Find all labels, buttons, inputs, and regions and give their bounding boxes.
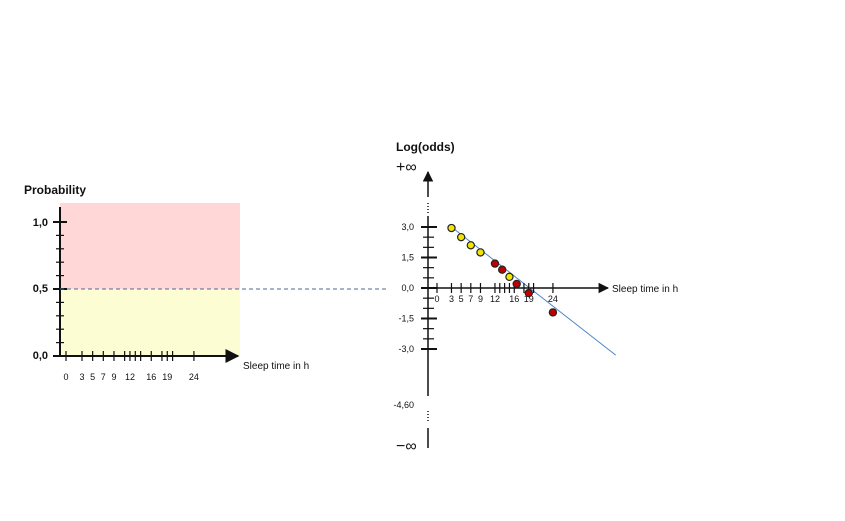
data-point-red	[498, 265, 507, 274]
right-x-tick-label: 16	[509, 294, 519, 304]
probability-chart: Probability Sleep time in h 1,0 0,5 0,0 …	[24, 183, 309, 382]
log-odds-tick-labels: 3,0 1,5 0,0 -1,5 -3,0 -4,60	[393, 222, 414, 410]
data-point-red	[490, 259, 500, 268]
data-point-red	[524, 288, 533, 298]
upper-probability-region	[60, 203, 240, 289]
right-x-tick-label: 19	[524, 294, 534, 304]
log-odds-tick-label: -1,5	[398, 314, 414, 324]
x-tick-label: 3	[79, 372, 84, 382]
right-x-tick-labels: 0 3 5 7 9 12 16 19 24	[434, 294, 557, 304]
plus-infinity-label: +∞	[396, 159, 417, 176]
right-x-tick-label: 5	[459, 294, 464, 304]
left-x-tick-labels: 0 3 5 7 9 12 16 19 24	[63, 372, 198, 382]
right-x-tick-label: 3	[449, 294, 454, 304]
y-tick-label-0-5: 0,5	[33, 283, 48, 295]
data-point-yellow	[456, 232, 466, 242]
data-point-yellow	[476, 248, 485, 257]
x-tick-label: 16	[146, 372, 156, 382]
data-point-yellow	[466, 241, 476, 250]
right-x-tick-label: 12	[490, 294, 500, 304]
log-odds-axis-title: Log(odds)	[396, 140, 455, 154]
right-x-tick-label: 24	[548, 294, 558, 304]
right-x-tick-label: 7	[468, 294, 473, 304]
right-x-tick-label: 0	[434, 294, 439, 304]
probability-axis-title: Probability	[24, 183, 86, 197]
right-x-axis-title: Sleep time in h	[612, 284, 678, 295]
x-tick-label: 9	[111, 372, 116, 382]
log-odds-tick-label: -4,60	[393, 400, 414, 410]
left-x-axis-title: Sleep time in h	[243, 361, 309, 372]
log-odds-chart: Log(odds) +∞ −∞ Sleep time in h 3,0 1,5 0,…	[393, 140, 678, 455]
minus-infinity-label: −∞	[396, 438, 417, 455]
x-tick-label: 19	[162, 372, 172, 382]
data-point-red	[548, 308, 558, 317]
log-odds-tick-label: 0,0	[401, 283, 414, 293]
data-point-yellow	[447, 223, 456, 233]
lower-probability-region	[60, 289, 240, 356]
y-tick-label-1: 1,0	[33, 217, 48, 229]
data-point-red	[512, 279, 521, 289]
x-tick-label: 24	[189, 372, 199, 382]
log-odds-tick-label: 3,0	[401, 222, 414, 232]
log-odds-tick-label: -3,0	[398, 344, 414, 354]
data-points	[447, 223, 558, 317]
x-tick-label: 5	[90, 372, 95, 382]
x-tick-label: 7	[101, 372, 106, 382]
data-point-yellow	[505, 272, 514, 282]
x-tick-label: 12	[125, 372, 135, 382]
y-tick-label-0: 0,0	[33, 350, 48, 362]
x-tick-label: 0	[63, 372, 68, 382]
right-x-tick-label: 9	[478, 294, 483, 304]
log-odds-tick-label: 1,5	[401, 253, 414, 263]
